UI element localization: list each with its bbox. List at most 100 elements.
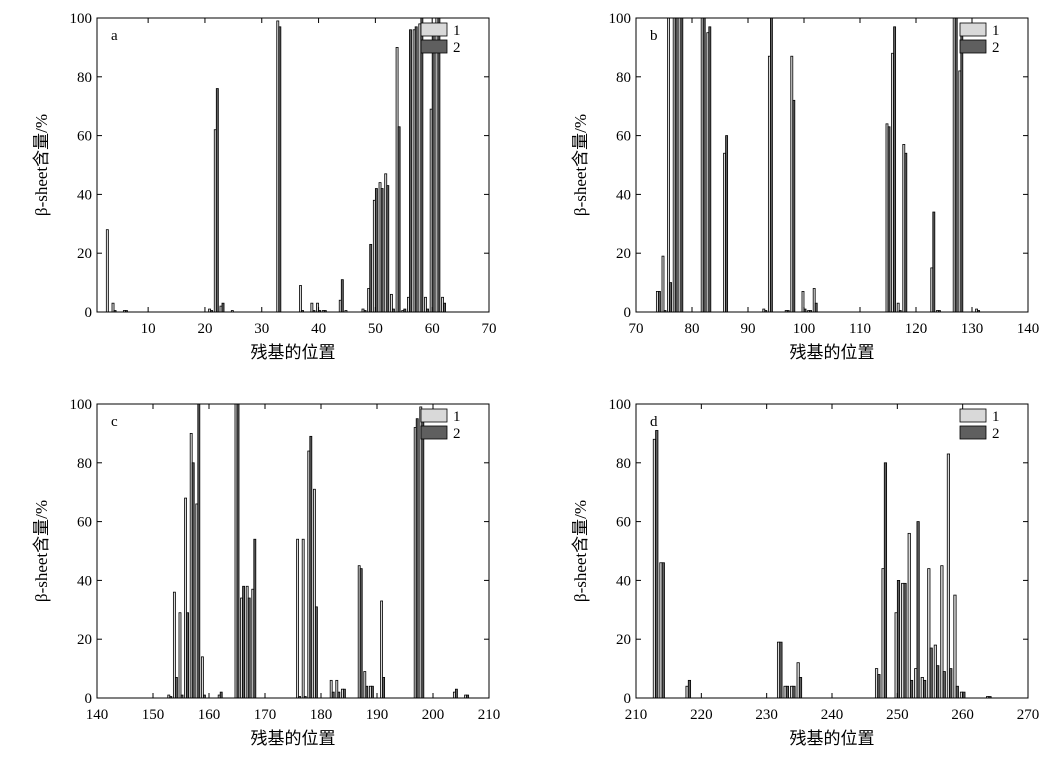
legend: 12 [420, 408, 461, 442]
bar-series2 [916, 521, 920, 699]
legend-label-2: 2 [992, 40, 1000, 56]
legend-label-1: 1 [992, 409, 1000, 425]
panel-label: b [650, 28, 658, 44]
bars [655, 17, 981, 313]
bar-series2 [687, 679, 692, 699]
bar-series2 [314, 606, 318, 699]
legend-swatch-2 [420, 425, 448, 440]
bar-series1 [178, 612, 182, 699]
y-tick-label: 100 [70, 397, 93, 413]
y-tick-label: 20 [77, 632, 92, 648]
bar-series2 [954, 17, 958, 313]
bar-series2 [414, 26, 418, 313]
y-tick-label: 40 [616, 187, 631, 203]
bar-series2 [191, 462, 195, 699]
legend-swatch-1 [959, 408, 987, 423]
plot-frame [96, 17, 490, 313]
y-tick-label: 40 [77, 187, 92, 203]
bar-series2 [893, 26, 897, 313]
bar-series2 [309, 435, 313, 699]
bar-series1 [301, 538, 305, 699]
y-tick-label: 40 [616, 573, 631, 589]
bar-series2 [942, 671, 946, 699]
legend-swatch-1 [420, 408, 448, 423]
x-tick-label: 120 [905, 321, 928, 337]
bar-series2 [904, 152, 908, 313]
x-tick-label: 230 [755, 707, 778, 723]
y-axis-label: β-sheet含量/% [571, 114, 590, 216]
y-tick-label: 80 [77, 70, 92, 86]
bar-series2 [929, 647, 933, 699]
bar-series2 [219, 691, 223, 699]
chart-panel-a: 0 20 40 60 80 100 10 20 30 40 50 60 70 残基的位置 β-sheet含量… [32, 11, 497, 362]
y-tick-label: 60 [616, 129, 631, 145]
legend: 12 [959, 408, 1000, 442]
x-axis-label: 残基的位置 [790, 729, 875, 748]
x-tick-label: 270 [1017, 707, 1040, 723]
bar-series2 [955, 685, 959, 699]
bar-series1 [667, 17, 671, 313]
bar-series2 [437, 17, 441, 313]
legend-label-2: 2 [453, 40, 461, 56]
x-tick-label: 210 [625, 707, 648, 723]
x-tick-label: 90 [741, 321, 756, 337]
y-tick-label: 0 [85, 691, 93, 707]
bar-series2 [708, 26, 712, 313]
legend: 12 [420, 22, 461, 56]
bar-series1 [953, 594, 957, 699]
legend-label-2: 2 [453, 426, 461, 442]
x-tick-label: 150 [142, 707, 165, 723]
bar-series2 [896, 580, 901, 699]
bar-series1 [661, 255, 665, 313]
x-tick-label: 130 [961, 321, 984, 337]
bar-series2 [785, 685, 790, 699]
bar-series2 [278, 26, 282, 313]
x-tick-label: 60 [425, 321, 440, 337]
panel-label: a [111, 28, 118, 44]
bar-series2 [215, 88, 219, 313]
bar-series2 [340, 279, 344, 313]
bar-series2 [374, 188, 378, 313]
bars [652, 430, 992, 699]
y-tick-label: 40 [77, 573, 92, 589]
bar-series2 [415, 418, 419, 699]
bar-series2 [247, 597, 251, 699]
y-tick-label: 60 [77, 515, 92, 531]
bar-series2 [359, 568, 363, 699]
bar-series2 [370, 685, 374, 699]
bar-series2 [658, 291, 661, 313]
x-tick-label: 180 [310, 707, 333, 723]
y-tick-label: 20 [616, 246, 631, 262]
x-tick-label: 100 [793, 321, 816, 337]
bar-series2 [792, 99, 796, 313]
bars [167, 403, 470, 699]
bar-series2 [380, 188, 384, 313]
x-axis-label: 残基的位置 [251, 729, 336, 748]
bar-series2 [877, 674, 881, 699]
x-axis-label: 残基的位置 [251, 343, 336, 362]
x-tick-label: 240 [821, 707, 844, 723]
bar-series2 [655, 430, 659, 699]
bar-series2 [936, 665, 940, 699]
bar-series1 [296, 538, 299, 699]
bar-series1 [946, 453, 950, 699]
legend-swatch-1 [959, 22, 987, 37]
y-tick-label: 80 [616, 70, 631, 86]
bar-series2 [923, 679, 927, 699]
bar-series2 [770, 17, 773, 313]
bar-series2 [331, 691, 335, 699]
x-tick-label: 160 [198, 707, 221, 723]
bar-series2 [887, 126, 891, 313]
legend: 12 [959, 22, 1000, 56]
bar-series1 [105, 229, 109, 313]
bar-series2 [421, 412, 425, 699]
x-tick-label: 190 [366, 707, 389, 723]
chart-panel-b: 0 20 40 60 80 100 70 80 90 100 110 120 130 140 残基的位置 β-… [571, 11, 1039, 362]
bar-series2 [674, 17, 678, 313]
bar-series2 [725, 135, 729, 313]
bar-series2 [174, 677, 178, 699]
bar-series2 [409, 29, 412, 313]
chart-panel-d: 0 20 40 60 80 100 210 220 230 240 250 260 270 残基的位置 β-… [571, 397, 1039, 748]
legend-label-2: 2 [992, 426, 1000, 442]
